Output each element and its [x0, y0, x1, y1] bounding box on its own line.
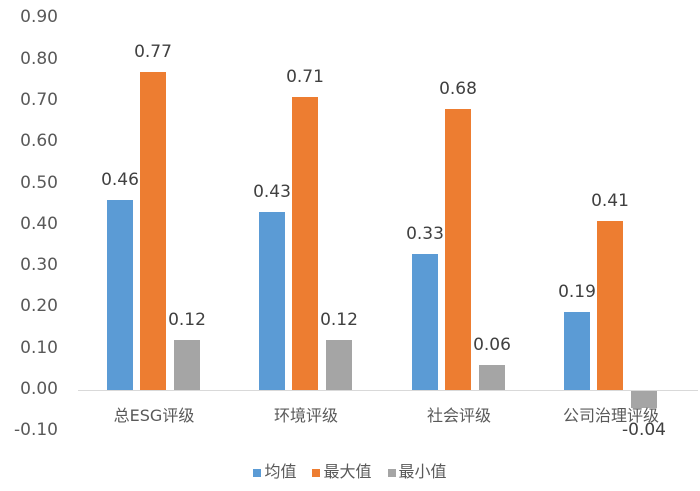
data-label: 0.46 [101, 170, 139, 191]
data-label: 0.12 [168, 310, 206, 331]
legend-item: 均值 [253, 458, 296, 482]
bar-0-3 [564, 311, 590, 390]
y-tick-label: 0.20 [20, 296, 58, 317]
bar-1-2 [445, 109, 471, 390]
bar-2-1 [326, 340, 352, 390]
bar-1-0 [140, 71, 166, 390]
data-label: 0.71 [286, 66, 324, 87]
x-category-label: 公司治理评级 [562, 406, 659, 425]
y-tick-label: -0.10 [14, 420, 58, 441]
legend-label: 最小值 [398, 462, 447, 481]
bar-0-0 [107, 200, 133, 390]
y-tick-label: 0.40 [20, 213, 58, 234]
y-tick-label: 0.90 [20, 7, 58, 28]
data-label: 0.41 [591, 190, 629, 211]
legend-label: 均值 [264, 462, 297, 481]
x-axis-baseline [78, 390, 698, 391]
y-tick-label: 0.70 [20, 89, 58, 110]
legend-swatch-icon [312, 468, 321, 477]
legend-item: 最大值 [312, 458, 372, 482]
bar-0-1 [259, 212, 285, 390]
data-label: 0.06 [473, 335, 511, 356]
y-tick-label: 0.30 [20, 255, 58, 276]
data-label: -0.04 [622, 420, 666, 440]
legend-item: 最小值 [387, 458, 447, 482]
data-label: 0.77 [134, 41, 172, 62]
y-tick-label: 0.00 [20, 379, 58, 399]
bar-1-3 [597, 220, 623, 390]
legend-swatch-icon [387, 468, 396, 477]
x-category-label: 社会评级 [426, 406, 491, 425]
bar-2-2 [479, 365, 505, 390]
data-label: 0.19 [558, 281, 596, 302]
data-label: 0.33 [406, 223, 444, 244]
y-tick-label: 0.10 [20, 337, 58, 358]
y-tick-label: 0.50 [20, 172, 58, 193]
data-label: 0.12 [320, 310, 358, 331]
bar-2-3 [631, 391, 657, 408]
data-label: 0.43 [253, 182, 291, 203]
bar-0-2 [412, 253, 438, 390]
legend-label: 最大值 [323, 462, 372, 481]
x-category-label: 总ESG评级 [113, 406, 195, 425]
bar-1-1 [292, 96, 318, 390]
bar-2-0 [174, 340, 200, 390]
y-tick-label: 0.80 [20, 48, 58, 69]
y-tick-label: 0.60 [20, 131, 58, 152]
legend-swatch-icon [253, 468, 262, 477]
data-label: 0.68 [439, 79, 477, 100]
x-category-label: 环境评级 [273, 406, 338, 425]
legend: 均值 最大值 最小值 [0, 458, 700, 482]
